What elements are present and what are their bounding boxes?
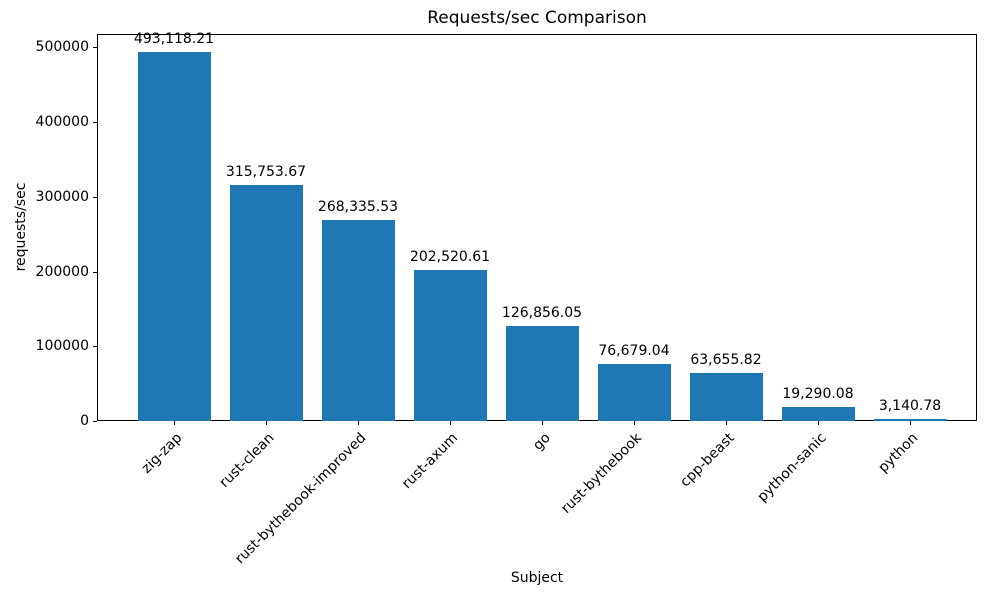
bar-value-label: 126,856.05 [501, 305, 583, 322]
x-tick-mark [818, 421, 819, 425]
bar [137, 52, 211, 421]
x-tick-mark [910, 421, 911, 425]
bar [873, 418, 947, 421]
bar [321, 220, 395, 421]
bar-value-label: 76,679.04 [598, 342, 670, 359]
x-tick-mark [634, 421, 635, 425]
bar-value-label: 19,290.08 [782, 385, 854, 402]
x-tick-mark [726, 421, 727, 425]
x-tick-mark [174, 421, 175, 425]
x-tick-mark [542, 421, 543, 425]
bar [413, 269, 487, 421]
y-tick-label: 100000 [35, 338, 89, 355]
y-tick-mark [93, 196, 97, 198]
bar [505, 326, 579, 421]
y-tick-mark [93, 421, 97, 422]
x-tick-mark [450, 421, 451, 425]
x-tick-mark [358, 421, 359, 425]
y-tick-mark [93, 122, 97, 124]
bar [229, 184, 303, 421]
y-tick-label: 0 [80, 413, 89, 429]
bar-value-label: 63,655.82 [690, 352, 762, 369]
bar-value-label: 493,118.21 [133, 31, 215, 48]
bar [781, 406, 855, 421]
y-tick-label: 400000 [35, 114, 89, 131]
y-tick-label: 500000 [35, 39, 89, 56]
bar-value-label: 202,520.61 [409, 248, 491, 265]
chart-title: Requests/sec Comparison [427, 8, 647, 28]
y-tick-mark [93, 47, 97, 49]
bar [689, 373, 763, 421]
bar-value-label: 3,140.78 [878, 397, 942, 414]
x-axis-label: Subject [510, 570, 564, 586]
y-tick-label: 200000 [35, 263, 89, 280]
bar-value-label: 315,753.67 [225, 163, 307, 180]
x-tick-mark [266, 421, 267, 425]
y-tick-mark [93, 271, 97, 273]
bar [597, 363, 671, 421]
y-tick-mark [93, 346, 97, 348]
bar-value-label: 268,335.53 [317, 199, 399, 216]
y-tick-label: 300000 [35, 188, 89, 205]
